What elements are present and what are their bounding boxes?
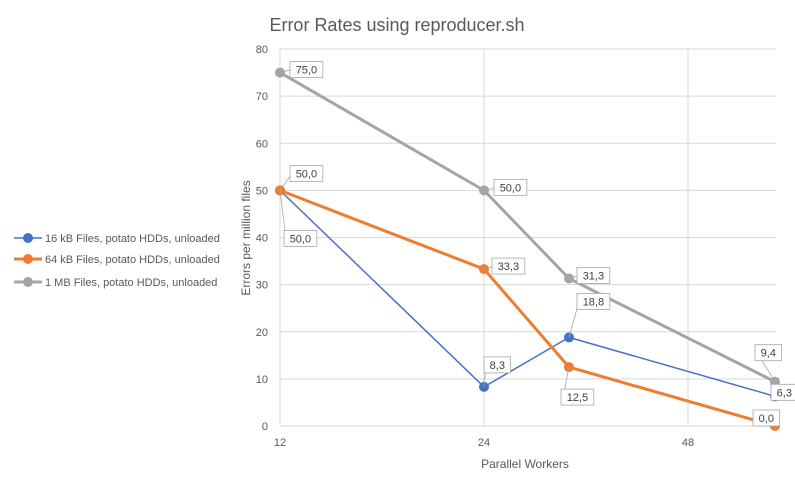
y-tick-label: 10 — [256, 374, 268, 386]
data-label-box — [283, 229, 318, 247]
x-tick-label: 12 — [274, 437, 286, 449]
tick-labels: 0 10 20 30 40 50 60 70 80 12 24 48 — [256, 44, 694, 449]
data-label: 0,0 — [759, 413, 774, 425]
y-axis-title: Errors per million files — [239, 180, 253, 295]
y-tick-label: 80 — [256, 44, 268, 56]
data-label: 12,5 — [567, 392, 588, 404]
y-tick-label: 0 — [262, 421, 268, 433]
data-labels: 8,3 18,8 6,3 33,3 12,5 0,0 75,0 50,0 31,3 9,4 50,0… — [279, 61, 795, 427]
data-label: 6,3 — [777, 387, 792, 399]
y-tick-label: 20 — [256, 327, 268, 339]
x-axis-title: Parallel Workers — [481, 457, 569, 471]
legend: 16 kB Files, potato HDDs, unloaded 64 kB … — [14, 233, 220, 289]
data-label-box — [289, 164, 324, 182]
data-label: 31,3 — [583, 270, 604, 282]
y-tick-label: 30 — [256, 280, 268, 292]
y-tick-label: 40 — [256, 233, 268, 245]
data-label-box — [289, 61, 324, 78]
data-label-box — [560, 388, 595, 406]
x-tick-label: 24 — [478, 437, 490, 449]
data-label-box — [493, 178, 528, 196]
legend-label: 1 MB Files, potato HDDs, unloaded — [45, 277, 217, 289]
chart-title: Error Rates using reproducer.sh — [269, 15, 524, 35]
x-tick-label: 48 — [682, 437, 694, 449]
series-line — [279, 188, 776, 428]
data-label: 18,8 — [583, 296, 604, 308]
data-label-box — [491, 257, 526, 275]
data-label-box — [754, 344, 783, 362]
data-label: 8,3 — [490, 360, 505, 372]
y-tick-label: 70 — [256, 91, 268, 103]
y-tick-label: 50 — [256, 185, 268, 197]
data-label: 9,4 — [761, 348, 776, 360]
y-tick-label: 60 — [256, 138, 268, 150]
data-label-box — [576, 293, 611, 310]
legend-swatch-marker — [23, 277, 33, 287]
data-label: 50,0 — [296, 168, 317, 180]
legend-label: 16 kB Files, potato HDDs, unloaded — [45, 233, 220, 245]
data-label: 50,0 — [500, 182, 521, 194]
series-line — [279, 189, 776, 398]
data-label: 75,0 — [296, 65, 317, 77]
data-label-box — [752, 409, 781, 427]
legend-label: 64 kB Files, potato HDDs, unloaded — [45, 254, 220, 266]
legend-swatch-marker — [23, 233, 33, 243]
data-label-box — [770, 383, 795, 401]
data-label: 50,0 — [290, 233, 311, 245]
series-line — [279, 71, 776, 384]
data-label: 33,3 — [498, 261, 519, 273]
data-label-box — [483, 356, 512, 374]
legend-swatch-marker — [23, 254, 33, 264]
data-label-box — [576, 267, 611, 284]
series-lines — [275, 67, 780, 431]
